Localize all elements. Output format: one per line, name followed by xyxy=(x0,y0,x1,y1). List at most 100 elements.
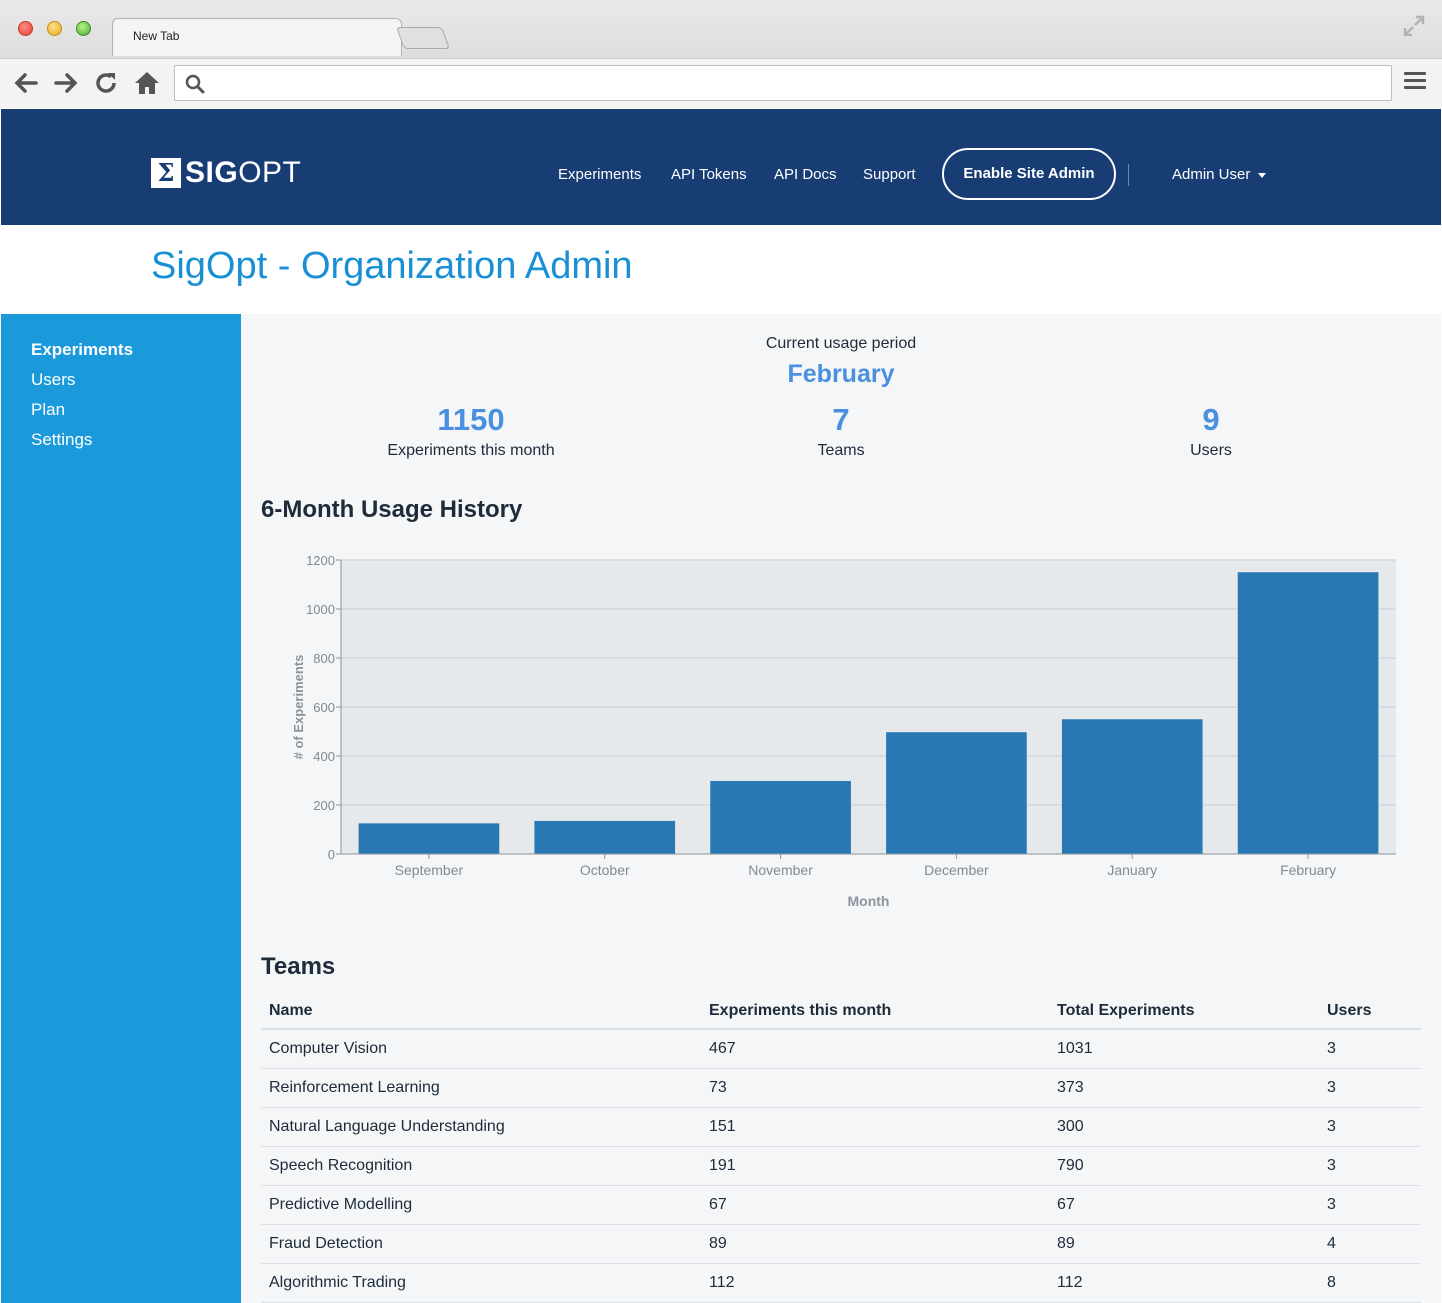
chart-bar xyxy=(886,732,1027,854)
team-name: Speech Recognition xyxy=(261,1146,701,1186)
team-name: Natural Language Understanding xyxy=(261,1107,701,1147)
sidebar-item-settings[interactable]: Settings xyxy=(31,430,93,449)
browser-tab[interactable]: New Tab xyxy=(112,18,402,56)
enable-site-admin-button[interactable]: Enable Site Admin xyxy=(942,148,1116,200)
usage-period-month: February xyxy=(787,360,895,388)
nav-support[interactable]: Support xyxy=(863,166,916,183)
chart-bar xyxy=(1237,572,1379,854)
sidebar-item-plan[interactable]: Plan xyxy=(31,400,66,419)
table-row[interactable]: Computer Vision 467 1031 3 xyxy=(261,1029,1421,1069)
team-experiments-this-month: 67 xyxy=(701,1185,1049,1225)
chart-x-tick-label: January xyxy=(1107,862,1157,878)
stat-experiments: 1150 Experiments this month xyxy=(321,402,621,460)
chart-y-tick-label: 1000 xyxy=(306,602,335,617)
forward-arrow-icon[interactable] xyxy=(52,69,80,97)
chart-y-tick-label: 800 xyxy=(313,651,335,666)
table-row[interactable]: Speech Recognition 191 790 3 xyxy=(261,1146,1421,1186)
chart-y-axis-label: # of Experiments xyxy=(291,655,306,760)
nav-experiments[interactable]: Experiments xyxy=(558,166,642,183)
expand-icon[interactable] xyxy=(1402,14,1426,38)
column-header-users[interactable]: Users xyxy=(1319,994,1421,1030)
column-header-total-experiments[interactable]: Total Experiments xyxy=(1049,994,1319,1030)
team-total-experiments: 67 xyxy=(1049,1185,1319,1225)
team-users: 3 xyxy=(1319,1029,1421,1069)
team-experiments-this-month: 112 xyxy=(701,1263,1049,1303)
user-menu-label: Admin User xyxy=(1172,166,1251,183)
maximize-window-button[interactable] xyxy=(76,21,91,36)
team-users: 3 xyxy=(1319,1068,1421,1108)
chart-x-tick-label: October xyxy=(580,862,630,878)
teams-title: Teams xyxy=(261,953,336,980)
main-content: Current usage period February 1150 Exper… xyxy=(241,314,1441,1303)
app-header: Σ SIGOPT Experiments API Tokens API Docs… xyxy=(1,109,1441,225)
team-total-experiments: 89 xyxy=(1049,1224,1319,1264)
nav-api-docs[interactable]: API Docs xyxy=(774,166,837,183)
team-name: Reinforcement Learning xyxy=(261,1068,701,1108)
column-header-name[interactable]: Name xyxy=(261,994,701,1030)
stat-label: Experiments this month xyxy=(387,442,555,459)
close-window-button[interactable] xyxy=(18,21,33,36)
nav-divider xyxy=(1128,164,1129,186)
url-input[interactable] xyxy=(215,66,1385,100)
stat-value: 9 xyxy=(1202,402,1220,437)
team-users: 3 xyxy=(1319,1146,1421,1186)
menu-icon[interactable] xyxy=(1404,72,1426,94)
table-row[interactable]: Reinforcement Learning 73 373 3 xyxy=(261,1068,1421,1108)
home-icon[interactable] xyxy=(133,69,161,97)
page-title: SigOpt - Organization Admin xyxy=(151,245,633,287)
table-row[interactable]: Fraud Detection 89 89 4 xyxy=(261,1224,1421,1264)
team-experiments-this-month: 73 xyxy=(701,1068,1049,1108)
stat-users: 9 Users xyxy=(1061,402,1361,460)
user-menu-dropdown[interactable]: Admin User xyxy=(1172,166,1267,183)
table-row[interactable]: Natural Language Understanding 151 300 3 xyxy=(261,1107,1421,1147)
usage-history-title: 6-Month Usage History xyxy=(261,496,523,523)
team-experiments-this-month: 151 xyxy=(701,1107,1049,1147)
stat-teams: 7 Teams xyxy=(691,402,991,460)
sidebar-item-experiments[interactable]: Experiments xyxy=(31,340,134,359)
team-total-experiments: 300 xyxy=(1049,1107,1319,1147)
team-experiments-this-month: 89 xyxy=(701,1224,1049,1264)
chart-y-tick-label: 600 xyxy=(313,700,335,715)
team-name: Algorithmic Trading xyxy=(261,1263,701,1303)
chart-y-tick-label: 0 xyxy=(328,847,335,862)
chart-x-axis-label: Month xyxy=(848,893,890,909)
back-arrow-icon[interactable] xyxy=(12,69,40,97)
chart-x-tick-label: November xyxy=(748,862,813,878)
column-header-experiments-this-month[interactable]: Experiments this month xyxy=(701,994,1049,1030)
team-name: Fraud Detection xyxy=(261,1224,701,1264)
search-icon xyxy=(185,74,205,94)
stat-value: 1150 xyxy=(437,402,505,437)
team-name: Computer Vision xyxy=(261,1029,701,1069)
sigma-logo-mark: Σ xyxy=(151,158,181,188)
tab-title: New Tab xyxy=(133,29,180,43)
browser-chrome: New Tab xyxy=(0,0,1442,108)
sidebar-item-users[interactable]: Users xyxy=(31,370,76,389)
team-total-experiments: 373 xyxy=(1049,1068,1319,1108)
team-total-experiments: 790 xyxy=(1049,1146,1319,1186)
team-total-experiments: 1031 xyxy=(1049,1029,1319,1069)
team-users: 3 xyxy=(1319,1185,1421,1225)
minimize-window-button[interactable] xyxy=(47,21,62,36)
browser-toolbar xyxy=(0,58,1442,108)
address-bar[interactable] xyxy=(174,65,1392,101)
table-row[interactable]: Predictive Modelling 67 67 3 xyxy=(261,1185,1421,1225)
team-experiments-this-month: 191 xyxy=(701,1146,1049,1186)
chart-x-tick-label: December xyxy=(924,862,989,878)
new-tab-button[interactable] xyxy=(395,27,451,49)
team-users: 4 xyxy=(1319,1224,1421,1264)
chart-y-tick-label: 1200 xyxy=(306,553,335,568)
chart-bar xyxy=(1061,719,1203,854)
stat-value: 7 xyxy=(832,402,850,437)
chart-bar xyxy=(534,820,676,854)
chart-bar xyxy=(710,780,851,854)
stat-label: Teams xyxy=(817,442,865,459)
sigopt-logo[interactable]: Σ SIGOPT xyxy=(151,157,301,189)
team-users: 8 xyxy=(1319,1263,1421,1303)
team-total-experiments: 112 xyxy=(1049,1263,1319,1303)
reload-icon[interactable] xyxy=(92,69,120,97)
table-row[interactable]: Algorithmic Trading 112 112 8 xyxy=(261,1263,1421,1303)
chart-y-tick-label: 400 xyxy=(313,749,335,764)
chart-x-tick-label: February xyxy=(1280,862,1336,878)
usage-period-label: Current usage period xyxy=(765,335,917,352)
nav-api-tokens[interactable]: API Tokens xyxy=(671,166,747,183)
